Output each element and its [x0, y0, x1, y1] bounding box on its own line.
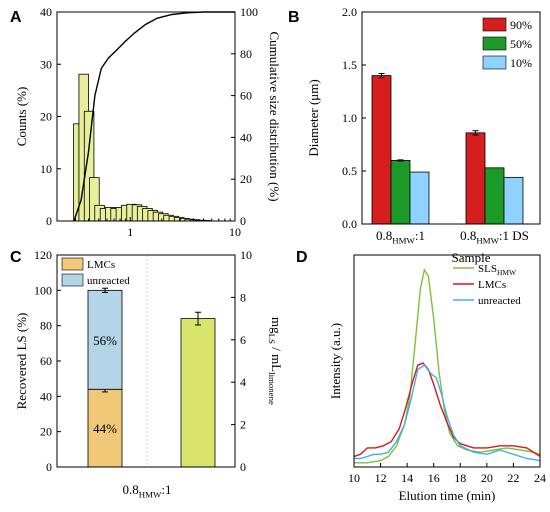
y-right-tick-label: 8	[240, 290, 246, 304]
bar-90%	[465, 132, 486, 225]
legend-swatch	[61, 257, 84, 271]
y-right-tick-label: 6	[240, 333, 246, 347]
x-tick-label: 18	[454, 471, 466, 485]
legend-label: LMCs	[87, 259, 115, 271]
y-right-tick-label: 10	[240, 248, 252, 262]
panel-letter-b: B	[288, 9, 300, 26]
bar-50%	[390, 159, 411, 225]
y-right-tick-label: 80	[240, 47, 252, 61]
y-tick-label: 100	[34, 283, 52, 297]
panel-letter-d: D	[296, 249, 308, 266]
legend-label: LMCs	[478, 279, 506, 291]
y-axis-label: Intensity (a.u.)	[328, 323, 343, 399]
legend-swatch	[482, 36, 507, 51]
y-tick-label: 120	[34, 248, 52, 262]
y-right-tick-label: 0	[240, 460, 246, 474]
y-tick-label: 20	[40, 110, 52, 124]
y-tick-label: 30	[40, 57, 52, 71]
cumulative-line	[73, 11, 235, 222]
legend-label: unreacted	[478, 295, 521, 307]
y-right-axis-label: mgLS / mLlimonene	[267, 317, 284, 405]
panel-letter-c: C	[10, 249, 22, 266]
y-tick-label: 1.5	[342, 58, 357, 72]
line-LMCs	[353, 362, 541, 458]
x-tick-label: 20	[481, 471, 493, 485]
y-right-tick-label: 40	[240, 130, 252, 144]
y-right-tick-label: 100	[240, 5, 258, 19]
x-axis-label: Elution time (min)	[399, 488, 496, 503]
x-tick-label: 16	[428, 471, 440, 485]
y-tick-label: 2.0	[342, 5, 357, 19]
segment-label: 44%	[93, 421, 117, 436]
y-tick-label: 40	[40, 5, 52, 19]
y-right-tick-label: 0	[240, 214, 246, 228]
y-tick-label: 0	[46, 214, 52, 228]
y-tick-label: 80	[40, 319, 52, 333]
y-tick-label: 20	[40, 425, 52, 439]
legend-label: SLSHMW	[478, 263, 517, 277]
y-right-tick-label: 20	[240, 172, 252, 186]
y-axis-label: Diameter (μm)	[306, 79, 321, 156]
stack-segment-unreacted	[87, 289, 123, 390]
panel-letter-a: A	[10, 9, 22, 26]
y-right-tick-label: 4	[240, 375, 246, 389]
panel-d: 10 12 14 16 18 20 22 24 Elution time (min) Intens…	[328, 254, 546, 503]
legend-swatch	[482, 55, 507, 70]
legend-swatch	[61, 273, 84, 287]
x-axis-label: Sample	[452, 250, 491, 265]
bar-90%	[371, 75, 392, 225]
y-tick-label: 10	[40, 162, 52, 176]
legend-label: unreacted	[87, 275, 130, 287]
y-right-tick-label: 2	[240, 418, 246, 432]
x-tick-label: 22	[507, 471, 519, 485]
panel-b: 0.0 0.5 1.0 1.5 2.0 0.8HMW:1 0.8HMW:1 DS Sample…	[306, 5, 541, 265]
panel-d-frame	[353, 254, 541, 468]
legend-label: 50%	[510, 37, 532, 51]
legend-label: 90%	[510, 18, 532, 32]
bar-50%	[484, 167, 505, 225]
x-category-label: 0.8HMW:1	[123, 482, 172, 499]
legend-swatch	[482, 17, 507, 32]
y-right-axis-label: Cumulative size distribution (%)	[267, 31, 282, 201]
y-axis-label: Recovered LS (%)	[14, 313, 29, 410]
x-tick-label: 14	[401, 471, 413, 485]
y-tick-label: 0.0	[342, 217, 357, 231]
y-tick-label: 0.5	[342, 164, 357, 178]
bar-10%	[409, 171, 430, 225]
line-SLS	[354, 267, 541, 464]
bar-10%	[503, 176, 524, 225]
x-tick-label: 24	[534, 471, 546, 485]
x-category-label: 0.8HMW:1 DS	[460, 228, 529, 245]
y-tick-label: 0	[46, 460, 52, 474]
panel-c: 44% 56% 0 20 40 60 80 100 120 0 2 4 6 8 10 0.8HMW:1 Reco…	[14, 248, 284, 499]
x-category-label: 0.8HMW:1	[376, 228, 425, 245]
line-unreacted	[354, 364, 541, 462]
y-right-tick-label: 60	[240, 89, 252, 103]
x-tick-label: 1	[127, 225, 133, 239]
segment-label: 56%	[93, 333, 117, 348]
y-tick-label: 40	[40, 389, 52, 403]
y-tick-label: 60	[40, 354, 52, 368]
y-tick-label: 1.0	[342, 111, 357, 125]
x-tick-label: 12	[375, 471, 387, 485]
y-axis-label: Counts (%)	[14, 87, 29, 147]
right-axis-bar	[180, 318, 216, 468]
x-tick-label: 10	[229, 225, 241, 239]
x-tick-label: 10	[348, 471, 360, 485]
legend-label: 10%	[510, 56, 532, 70]
